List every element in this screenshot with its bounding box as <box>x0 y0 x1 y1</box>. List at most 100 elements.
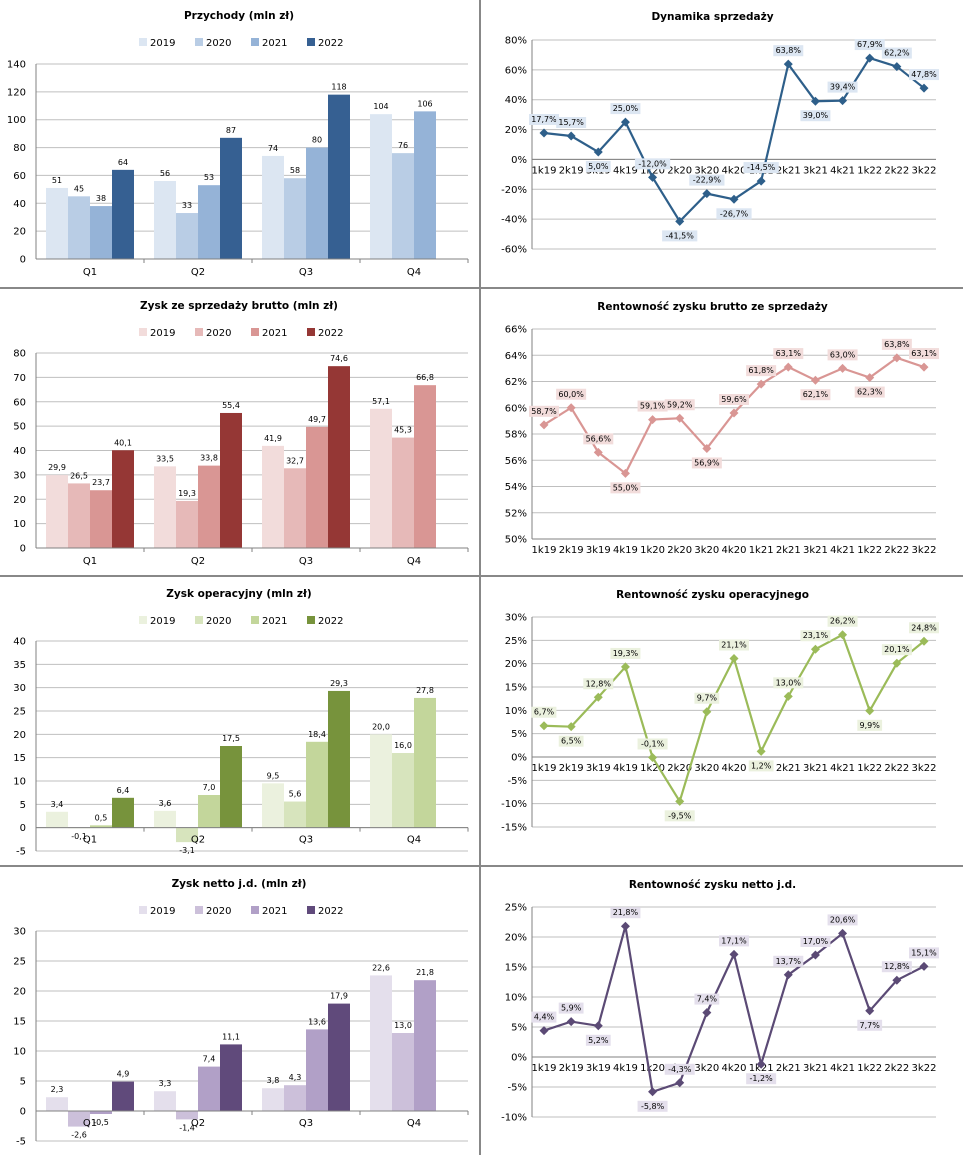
bar <box>284 801 306 828</box>
x-tick-label: Q2 <box>191 1118 205 1129</box>
bar <box>112 797 134 828</box>
x-tick-label: 1k20 <box>640 165 665 176</box>
x-tick-label: 3k19 <box>586 545 611 556</box>
x-tick-label: 4k21 <box>830 763 855 774</box>
x-tick-label: 2k22 <box>884 165 909 176</box>
bar <box>306 147 328 259</box>
y-tick-label: 0 <box>20 1107 26 1118</box>
data-label-bg <box>583 433 614 445</box>
data-label-bg <box>610 907 641 919</box>
data-label: 12,8% <box>586 679 612 688</box>
y-tick-label: 0% <box>511 155 527 166</box>
bar <box>392 437 414 548</box>
bar <box>328 94 350 260</box>
data-point <box>620 117 630 127</box>
y-tick-label: 5% <box>511 729 527 740</box>
data-label-bg <box>881 961 912 973</box>
data-label: 33,8 <box>200 454 218 463</box>
x-tick-label: 3k20 <box>694 545 719 556</box>
x-tick-label: 3k20 <box>694 165 719 176</box>
x-tick-label: 2k21 <box>776 1063 801 1074</box>
legend-swatch-2020 <box>195 616 203 624</box>
data-label: 55,0% <box>613 483 639 492</box>
bar <box>392 753 414 828</box>
horizontal-divider-2 <box>0 575 963 577</box>
data-label-bg <box>556 388 587 400</box>
data-label: 59,1% <box>640 402 666 411</box>
data-point <box>648 415 658 425</box>
data-label: 3,3 <box>159 1079 172 1088</box>
y-tick-label: -5% <box>508 776 527 787</box>
bar <box>306 741 328 828</box>
x-tick-label: 3k21 <box>803 165 828 176</box>
x-tick-label: 3k19 <box>586 763 611 774</box>
data-point <box>648 752 658 762</box>
x-tick-label: 1k22 <box>857 165 882 176</box>
data-label: -4,3% <box>668 1065 692 1074</box>
data-point <box>729 194 739 204</box>
data-label: 45,3 <box>394 426 412 435</box>
data-label-bg <box>746 365 777 377</box>
data-label-bg <box>800 630 831 642</box>
data-label: 29,9 <box>48 463 66 472</box>
chart-grossm: Rentowność zysku brutto ze sprzedaży 50% 5… <box>505 301 939 556</box>
chart-panel-netm: Rentowność zysku netto j.d. -10% -5% 0% 5% 10… <box>482 868 963 1155</box>
y-tick-label: 80% <box>505 36 527 47</box>
y-tick-label: -20% <box>501 185 527 196</box>
x-tick-label: 4k21 <box>830 165 855 176</box>
data-label-bg <box>610 647 641 659</box>
data-label: 38 <box>96 194 106 203</box>
x-tick-label: 1k22 <box>857 545 882 556</box>
x-tick-label: 3k21 <box>803 1063 828 1074</box>
x-tick-label: 1k20 <box>640 763 665 774</box>
data-label-bg <box>585 160 611 172</box>
bar <box>414 697 436 828</box>
y-tick-label: 0 <box>20 255 26 266</box>
data-label: 6,5% <box>561 737 582 746</box>
data-label: 39,0% <box>803 111 829 120</box>
data-label-bg <box>857 719 883 731</box>
x-tick-label: Q3 <box>299 1118 313 1129</box>
legend-label-2019: 2019 <box>150 906 175 917</box>
bar <box>112 169 134 259</box>
y-tick-label: 52% <box>505 508 527 519</box>
x-tick-label: 2k22 <box>884 763 909 774</box>
bar <box>198 1066 220 1111</box>
data-label: 7,0 <box>203 783 216 792</box>
data-label: -0,5 <box>93 1118 109 1127</box>
y-tick-label: 20% <box>505 659 527 670</box>
data-label-bg <box>610 482 641 494</box>
data-point <box>675 1078 685 1088</box>
bar <box>392 153 414 259</box>
x-tick-label: 3k22 <box>912 763 937 774</box>
data-label: 61,8% <box>748 366 774 375</box>
bar <box>154 181 176 259</box>
legend-label-2020: 2020 <box>206 328 231 339</box>
data-label-bg <box>558 1002 584 1014</box>
legend-swatch-2019 <box>139 38 147 46</box>
y-tick-label: 50% <box>505 535 527 546</box>
data-point <box>838 630 848 640</box>
x-tick-label: 1k20 <box>640 545 665 556</box>
y-tick-label: 60% <box>505 403 527 414</box>
data-label: 13,7% <box>776 957 802 966</box>
x-tick-label: 3k22 <box>912 545 937 556</box>
legend-swatch-2019 <box>139 906 147 914</box>
chart-panel-operm: Rentowność zysku operacyjnego -15% -10% -5%… <box>482 578 963 864</box>
x-tick-label: Q4 <box>407 1118 421 1129</box>
data-label-bg <box>556 116 587 128</box>
data-point <box>620 921 630 931</box>
y-tick-label: -10% <box>501 1113 527 1124</box>
data-label-bg <box>664 399 695 411</box>
y-tick-label: 15% <box>505 683 527 694</box>
data-label: 0,5 <box>95 813 108 822</box>
legend-swatch-2022 <box>307 38 315 46</box>
x-tick-label: 2k21 <box>776 545 801 556</box>
data-point <box>675 796 685 806</box>
data-label-bg <box>664 810 695 822</box>
bar <box>328 1003 350 1111</box>
data-label: 45 <box>74 184 84 193</box>
bar <box>392 1033 414 1111</box>
data-label-bg <box>634 158 671 170</box>
y-tick-label: -60% <box>501 245 527 256</box>
